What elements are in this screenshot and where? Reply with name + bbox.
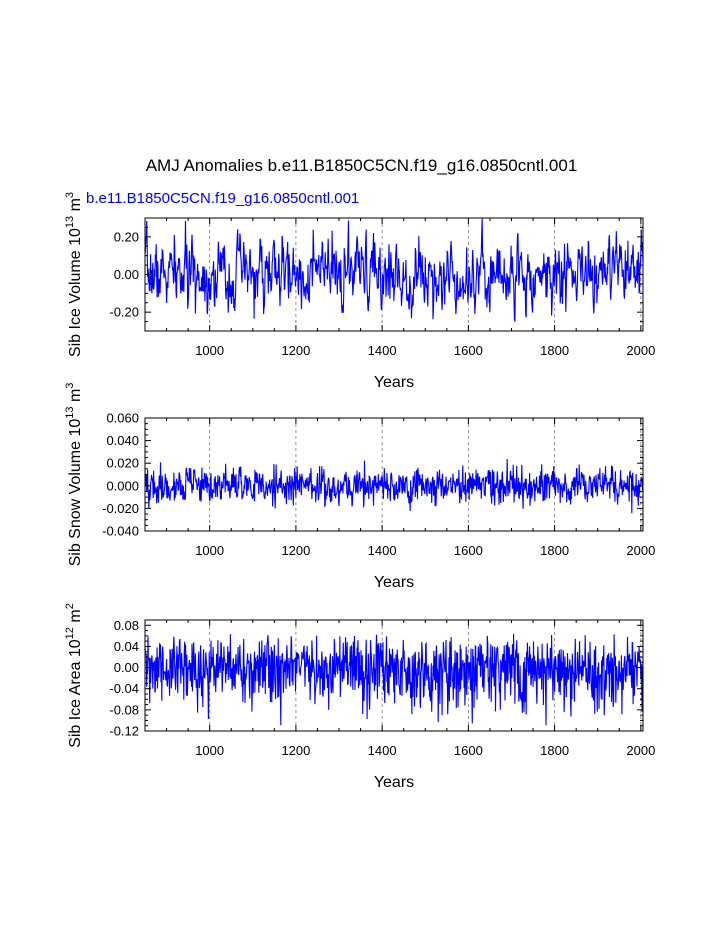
y-tick-label: -0.020 (102, 501, 139, 516)
panel-3: 1000 1200 1400 1600 1800 2000 -0.12 -0.08 -0.04 0… (64, 603, 655, 791)
y-tick-label: 0.000 (106, 478, 139, 493)
y-tick-label: -0.12 (109, 724, 139, 739)
y-tick-label: -0.040 (102, 524, 139, 539)
x-tick-label: 1000 (195, 343, 224, 358)
series-line (144, 218, 644, 322)
x-tick-label: 1600 (454, 743, 483, 758)
x-tick-label: 1400 (368, 343, 397, 358)
x-tick-label: 2000 (626, 543, 655, 558)
y-axis-label: Sib Ice Area 1012 m2 (64, 603, 84, 748)
x-tick-label: 2000 (626, 343, 655, 358)
x-tick-label: 1800 (540, 343, 569, 358)
y-tick-label: 0.04 (114, 639, 139, 654)
x-axis-label: Years (374, 374, 414, 391)
x-axis-label: Years (374, 574, 414, 591)
y-tick-label: 0.00 (114, 267, 139, 282)
series-line (144, 458, 644, 514)
x-tick-label: 1000 (195, 743, 224, 758)
x-tick-label: 1200 (281, 543, 310, 558)
x-tick-label: 1400 (368, 543, 397, 558)
x-tick-label: 1600 (454, 543, 483, 558)
x-tick-label: 1800 (540, 743, 569, 758)
y-tick-label: -0.20 (109, 305, 139, 320)
y-tick-label: 0.060 (106, 411, 139, 426)
y-axis-label: Sib Snow Volume 1013 m3 (64, 383, 84, 567)
x-tick-label: 1200 (281, 743, 310, 758)
plot-frame (144, 619, 644, 732)
y-tick-label: 0.040 (106, 433, 139, 448)
y-tick-label: 0.00 (114, 660, 139, 675)
x-tick-label: 1200 (281, 343, 310, 358)
x-tick-label: 1000 (195, 543, 224, 558)
y-axis-label: Sib Ice Volume 1013 m3 (64, 192, 84, 357)
x-tick-label: 1600 (454, 343, 483, 358)
y-tick-label: 0.020 (106, 456, 139, 471)
x-tick-label: 1800 (540, 543, 569, 558)
y-tick-label: 0.20 (114, 229, 139, 244)
panel-2: 1000 1200 1400 1600 1800 2000 -0.040 -0.020 0.00… (64, 383, 655, 591)
y-tick-label: -0.04 (109, 681, 139, 696)
x-tick-label: 2000 (626, 743, 655, 758)
plot-frame (144, 417, 644, 532)
panel-1: 1000 1200 1400 1600 1800 2000 -0.20 0.00 0.20 Yea… (64, 192, 655, 391)
series-label: b.e11.B1850C5CN.f19_g16.0850cntl.001 (86, 190, 360, 207)
y-tick-label: 0.08 (114, 618, 139, 633)
y-tick-label: -0.08 (109, 702, 139, 717)
x-axis-label: Years (374, 774, 414, 791)
series-line (144, 633, 644, 726)
x-tick-label: 1400 (368, 743, 397, 758)
chart-title: AMJ Anomalies b.e11.B1850C5CN.f19_g16.08… (145, 156, 578, 175)
